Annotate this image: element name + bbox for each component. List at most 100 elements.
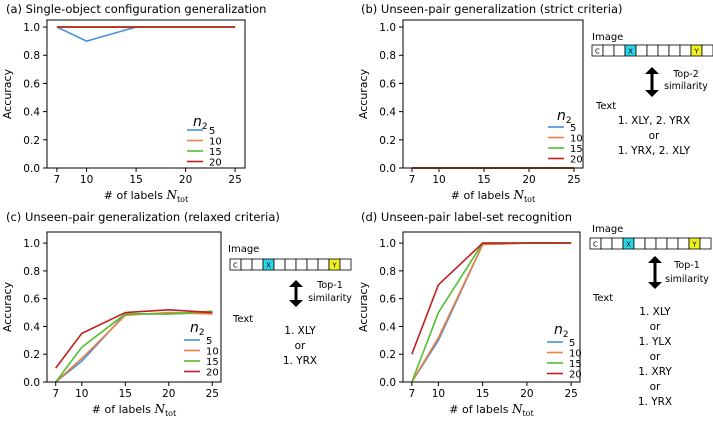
strip-cell (251, 258, 264, 271)
x-axis-label: # of labels Ntot (104, 188, 189, 204)
legend-label-15: 15 (206, 357, 219, 368)
strip-cell-text: C (593, 241, 598, 249)
y-tick-label: 0.2 (23, 135, 40, 147)
y-axis-label: Accuracy (1, 281, 14, 332)
strip-cell (679, 44, 692, 57)
chart-panel-b: (b) Unseen-pair generalization (strict c… (357, 2, 623, 186)
x-tick-label: 7 (409, 174, 416, 186)
x-axis-label-symbol: N (512, 188, 524, 202)
legend-label-10: 10 (570, 134, 583, 145)
x-tick-label: 10 (432, 388, 445, 400)
x-tick-label: 10 (80, 174, 93, 186)
strip-cell (317, 258, 330, 271)
legend-title: n2 (190, 320, 205, 338)
arrow-head-up (289, 280, 303, 287)
legend-label-15: 15 (569, 359, 582, 370)
legend-title-subscript: 2 (563, 330, 569, 340)
text-label: Text (595, 101, 616, 112)
x-tick-label: 7 (52, 388, 59, 400)
candidate-line: or (295, 340, 306, 352)
legend-label-20: 20 (569, 370, 582, 381)
legend-title-symbol: n (557, 108, 566, 124)
chart-title: (d) Unseen-pair label-set recognition (361, 210, 572, 224)
image-label: Image (592, 32, 623, 43)
arrow-label-top: Top-1 (316, 280, 343, 291)
strip-cell-text: Y (693, 48, 699, 56)
y-tick-label: 0.2 (379, 349, 396, 361)
strip-cell (666, 237, 679, 250)
legend-title: n2 (554, 322, 569, 340)
x-tick-label: 15 (477, 174, 490, 186)
x-tick-label: 15 (129, 174, 142, 186)
strip-cell (295, 258, 308, 271)
plot-frame (402, 231, 581, 383)
candidate-line: 1. YRX (283, 355, 317, 367)
y-tick-label: 1.0 (379, 22, 396, 34)
x-axis-label-symbol: N (511, 402, 523, 416)
x-tick-label: 7 (54, 174, 61, 186)
y-tick-label: 0.0 (23, 377, 40, 389)
x-axis-label: # of labels Ntot (449, 402, 534, 418)
x-tick-label: 20 (162, 388, 175, 400)
legend-label-10: 10 (209, 137, 222, 148)
strip-cell (284, 258, 297, 271)
x-axis-label-subscript: tot (522, 409, 534, 418)
arrow-head-down (289, 300, 303, 307)
y-tick-label: 0.8 (379, 266, 396, 278)
y-tick-label: 1.0 (23, 22, 40, 34)
plot-frame (402, 19, 584, 169)
text-label: Text (592, 293, 613, 304)
x-axis-label-text: # of labels (449, 403, 512, 416)
x-axis-label: # of labels Ntot (451, 188, 536, 204)
strip-cell (635, 44, 648, 57)
y-tick-label: 0.4 (379, 107, 396, 119)
series-line-15 (55, 310, 213, 383)
arrow-label-similarity: similarity (665, 274, 709, 285)
x-axis-label-symbol: N (153, 402, 165, 416)
arrow-head-down (645, 90, 659, 97)
chart-title: (b) Unseen-pair generalization (strict c… (361, 2, 623, 16)
chart-panel-d: (d) Unseen-pair label-set recognition 0.0… (357, 210, 582, 400)
legend-title-subscript: 2 (199, 328, 205, 338)
y-tick-label: 0.4 (23, 321, 40, 333)
legend-title-subscript: 2 (202, 122, 208, 132)
plot-frame (46, 19, 246, 169)
candidate-line: 1. XLY (284, 325, 316, 337)
chart-panel-c: (c) Unseen-pair generalization (relaxed … (1, 210, 280, 400)
y-tick-label: 0.4 (23, 107, 40, 119)
y-tick-label: 0.8 (23, 50, 40, 62)
x-axis-label-subscript: tot (524, 195, 536, 204)
x-tick-label: 15 (476, 388, 489, 400)
legend-title-subscript: 2 (566, 116, 572, 126)
legend-label-5: 5 (570, 123, 576, 134)
legend-label-20: 20 (206, 368, 219, 379)
y-axis-label: Accuracy (357, 68, 370, 119)
x-tick-label: 10 (75, 388, 88, 400)
arrow-label-top: Top-1 (673, 260, 700, 271)
legend-label-20: 20 (209, 158, 222, 169)
strip-cell (646, 44, 659, 57)
strip-cell (240, 258, 253, 271)
chart-title: (a) Single-object configuration generali… (6, 2, 266, 16)
strip-cell (644, 237, 657, 250)
legend-title-symbol: n (193, 114, 202, 130)
x-axis-label: # of labels Ntot (92, 402, 177, 418)
x-axis-label-text: # of labels (104, 189, 167, 202)
x-axis-label-text: # of labels (451, 189, 514, 202)
strip-cell (668, 44, 681, 57)
strip-cell (611, 237, 624, 250)
arrow-head-down (648, 282, 662, 289)
x-tick-label: 25 (206, 388, 219, 400)
y-tick-label: 0.0 (379, 377, 396, 389)
x-axis-label-symbol: N (165, 188, 177, 202)
strip-cell (613, 44, 626, 57)
strip-cell (701, 44, 713, 57)
candidate-line: 1. YLX (639, 336, 672, 348)
plot-frame (46, 231, 222, 383)
arrow-label-similarity: similarity (664, 81, 708, 92)
strip-cell (677, 237, 690, 250)
x-axis-label-text: # of labels (92, 403, 155, 416)
candidate-line: or (650, 381, 661, 393)
x-axis-label-subscript: tot (165, 409, 177, 418)
candidate-line: or (649, 130, 660, 142)
